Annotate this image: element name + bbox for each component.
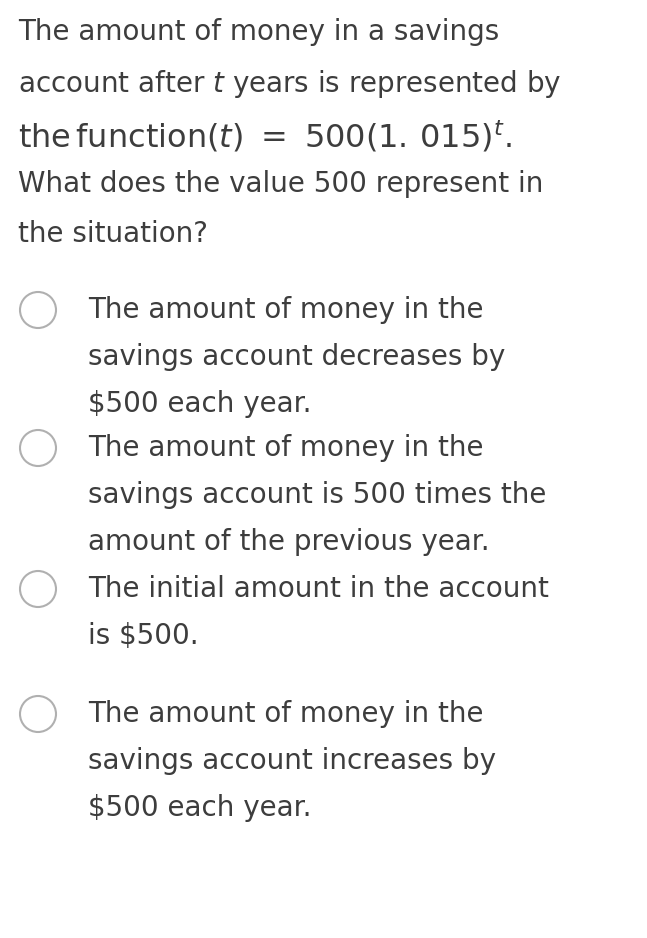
Text: account after $t$ years is represented by: account after $t$ years is represented b… (18, 68, 562, 100)
Text: the situation?: the situation? (18, 220, 208, 248)
Text: The amount of money in the: The amount of money in the (88, 700, 483, 728)
Text: The amount of money in the: The amount of money in the (88, 434, 483, 462)
Text: The amount of money in a savings: The amount of money in a savings (18, 18, 499, 46)
Text: The initial amount in the account: The initial amount in the account (88, 575, 549, 603)
Text: What does the value 500 represent in: What does the value 500 represent in (18, 170, 543, 198)
Text: is $500.: is $500. (88, 622, 199, 650)
Text: amount of the previous year.: amount of the previous year. (88, 528, 490, 556)
Text: savings account decreases by: savings account decreases by (88, 343, 505, 371)
Text: The amount of money in the: The amount of money in the (88, 296, 483, 324)
Text: $500 each year.: $500 each year. (88, 390, 311, 418)
Text: the$\,$function$(t)\ =\ 500(1.\,015)^{t}.$: the$\,$function$(t)\ =\ 500(1.\,015)^{t}… (18, 118, 512, 155)
Text: savings account increases by: savings account increases by (88, 747, 496, 775)
Text: $500 each year.: $500 each year. (88, 794, 311, 822)
Text: savings account is 500 times the: savings account is 500 times the (88, 481, 546, 509)
